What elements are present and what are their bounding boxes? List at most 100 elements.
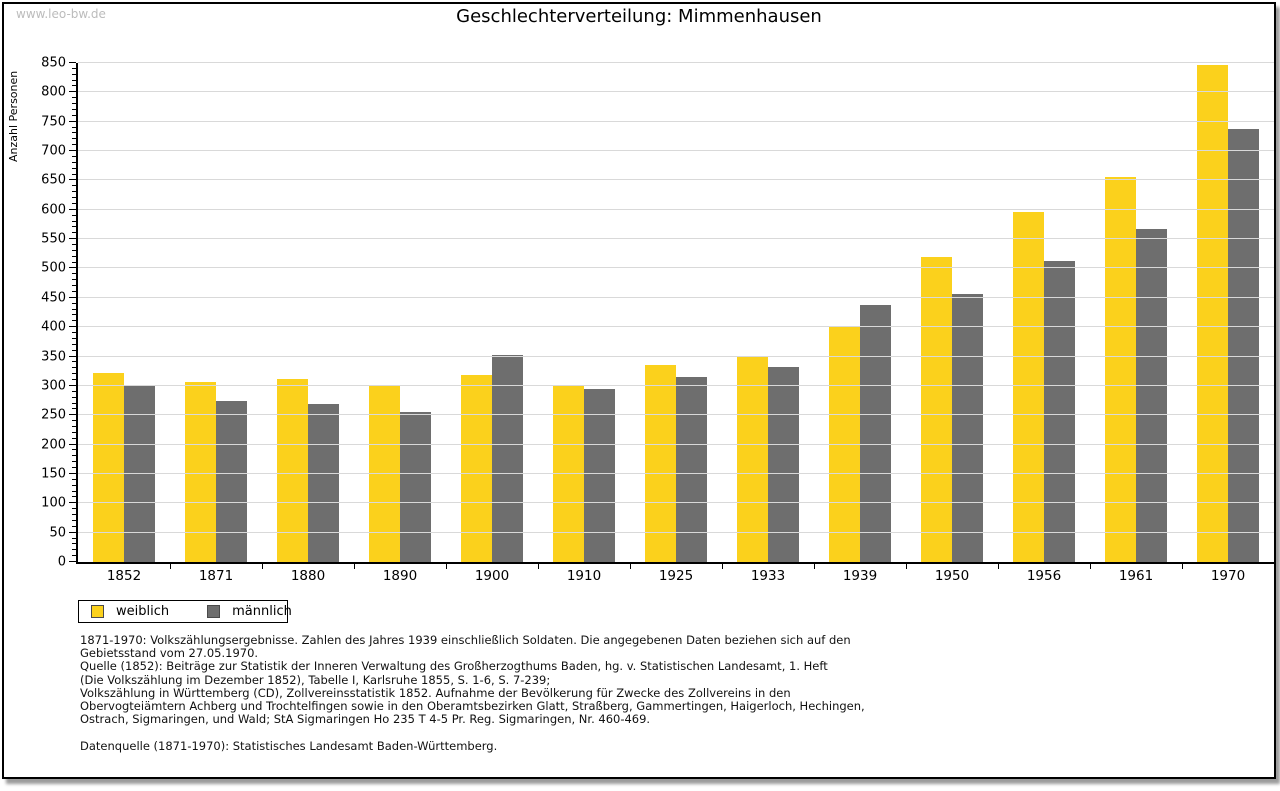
footnote-line: 1871-1970: Volkszählungsergebnisse. Zahl… bbox=[80, 633, 851, 647]
y-minor-tick bbox=[72, 155, 76, 157]
x-boundary-tick bbox=[998, 564, 999, 569]
y-minor-tick bbox=[72, 396, 76, 398]
bar-männlich-1961 bbox=[1136, 229, 1168, 562]
y-tick-200 bbox=[69, 443, 76, 445]
y-minor-tick bbox=[72, 455, 76, 457]
x-tick-label-1933: 1933 bbox=[750, 568, 786, 584]
y-tick-850 bbox=[69, 62, 76, 63]
y-minor-tick bbox=[72, 126, 76, 128]
bar-group-1900 bbox=[446, 63, 538, 562]
y-tick-label-750: 750 bbox=[41, 114, 66, 130]
bar-männlich-1871 bbox=[216, 400, 248, 562]
y-tick-300 bbox=[69, 384, 76, 386]
gridline-100 bbox=[78, 502, 1274, 504]
y-minor-tick bbox=[72, 420, 76, 422]
y-minor-tick bbox=[72, 255, 76, 257]
x-boundary-tick bbox=[1274, 564, 1275, 569]
bar-group-1890 bbox=[354, 63, 446, 562]
y-minor-tick bbox=[72, 279, 76, 281]
gridline-700 bbox=[78, 150, 1274, 152]
y-minor-tick bbox=[72, 379, 76, 381]
footnote-line: Ostrach, Sigmaringen, und Wald; StA Sigm… bbox=[80, 712, 651, 727]
y-minor-tick bbox=[72, 185, 76, 187]
x-boundary-tick bbox=[722, 564, 723, 569]
gridline-850 bbox=[78, 62, 1274, 63]
legend-label-männlich: männlich bbox=[232, 604, 292, 619]
y-minor-tick bbox=[72, 273, 76, 275]
gridline-800 bbox=[78, 91, 1274, 93]
y-minor-tick bbox=[72, 67, 76, 69]
y-tick-350 bbox=[69, 355, 76, 357]
legend-item-männlich: männlich bbox=[207, 604, 292, 619]
gridline-50 bbox=[78, 531, 1274, 533]
bar-group-1880 bbox=[262, 63, 354, 562]
x-boundary-tick bbox=[446, 564, 447, 569]
x-tick-label-1890: 1890 bbox=[382, 568, 418, 584]
x-tick-label-1925: 1925 bbox=[658, 568, 694, 584]
bar-männlich-1970 bbox=[1228, 128, 1260, 562]
y-tick-label-550: 550 bbox=[41, 231, 66, 247]
y-minor-tick bbox=[72, 437, 76, 439]
y-minor-tick bbox=[72, 373, 76, 375]
plot-area: 0 50 100 150 200 250 300 350 400 450 500 550 600 650 7… bbox=[41, 56, 1275, 570]
footnote-line: Volkszählung in Württemberg (CD), Zollve… bbox=[80, 685, 791, 700]
bar-group-1933 bbox=[722, 63, 814, 562]
y-minor-tick bbox=[72, 337, 76, 339]
x-tick-label-1939: 1939 bbox=[842, 568, 878, 584]
x-tick-label-1880: 1880 bbox=[290, 568, 326, 584]
y-tick-600 bbox=[69, 208, 76, 210]
y-minor-tick bbox=[72, 226, 76, 228]
x-boundary-tick bbox=[906, 564, 907, 569]
y-minor-tick bbox=[72, 484, 76, 486]
y-minor-tick bbox=[72, 467, 76, 469]
bar-männlich-1950 bbox=[952, 293, 984, 562]
y-minor-tick bbox=[72, 461, 76, 463]
bar-weiblich-1900 bbox=[460, 375, 492, 562]
footnote-line: Gebietsstand vom 27.05.1970. bbox=[80, 646, 259, 661]
y-minor-tick bbox=[72, 537, 76, 539]
y-minor-tick bbox=[72, 525, 76, 527]
y-minor-tick bbox=[72, 85, 76, 87]
y-minor-tick bbox=[72, 408, 76, 410]
bar-weiblich-1880 bbox=[276, 378, 308, 562]
y-tick-0 bbox=[69, 561, 76, 562]
y-tick-800 bbox=[69, 91, 76, 93]
bar-männlich-1900 bbox=[492, 355, 524, 562]
y-minor-tick bbox=[72, 478, 76, 480]
y-minor-tick bbox=[72, 449, 76, 451]
x-tick-label-1871: 1871 bbox=[198, 568, 234, 584]
y-tick-label-0: 0 bbox=[57, 554, 66, 570]
legend-label-weiblich: weiblich bbox=[116, 604, 170, 619]
x-boundary-tick bbox=[354, 564, 355, 569]
y-minor-tick bbox=[72, 514, 76, 516]
y-minor-tick bbox=[72, 302, 76, 304]
y-tick-650 bbox=[69, 179, 76, 181]
y-tick-label-600: 600 bbox=[41, 202, 66, 218]
y-minor-tick bbox=[72, 555, 76, 557]
gridline-650 bbox=[78, 179, 1274, 181]
y-minor-tick bbox=[72, 343, 76, 345]
x-tick-label-1910: 1910 bbox=[566, 568, 602, 584]
y-minor-tick bbox=[72, 79, 76, 81]
x-tick-label-1950: 1950 bbox=[934, 568, 970, 584]
bar-männlich-1939 bbox=[860, 305, 892, 562]
site-watermark: www.leo-bw.de bbox=[16, 7, 106, 21]
y-tick-label-50: 50 bbox=[49, 525, 66, 541]
y-minor-tick bbox=[72, 367, 76, 369]
y-tick-label-300: 300 bbox=[41, 378, 66, 394]
x-boundary-tick bbox=[814, 564, 815, 569]
y-tick-label-100: 100 bbox=[41, 495, 66, 511]
y-tick-400 bbox=[69, 326, 76, 328]
gridline-150 bbox=[78, 472, 1274, 474]
bar-group-1939 bbox=[814, 63, 906, 562]
y-minor-tick bbox=[72, 549, 76, 551]
y-minor-tick bbox=[72, 108, 76, 110]
y-tick-label-350: 350 bbox=[41, 349, 66, 365]
x-boundary-tick bbox=[1182, 564, 1183, 569]
y-minor-tick bbox=[72, 332, 76, 334]
x-axis-line bbox=[76, 562, 1274, 564]
y-minor-tick bbox=[72, 543, 76, 545]
x-tick-label-1900: 1900 bbox=[474, 568, 510, 584]
gridline-400 bbox=[78, 326, 1274, 328]
y-minor-tick bbox=[72, 290, 76, 292]
